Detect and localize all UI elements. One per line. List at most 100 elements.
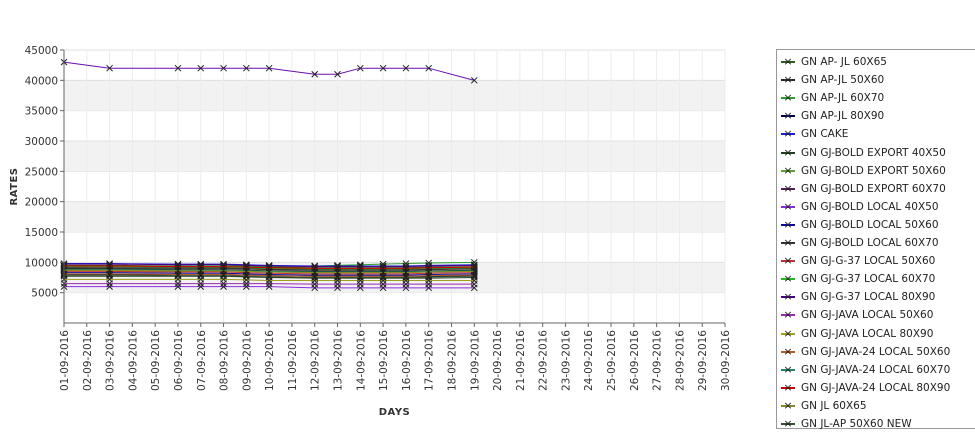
y-axis-label: RATES (9, 167, 20, 205)
legend-swatch-line (781, 187, 795, 190)
data-point (174, 283, 182, 290)
legend-label: GN GJ-G-37 LOCAL 80X90 (801, 291, 936, 304)
data-point (311, 274, 319, 281)
legend-swatch: × (781, 164, 795, 177)
x-tick-label: 02-09-2016 (82, 330, 94, 391)
x-marker-icon: × (783, 145, 793, 159)
x-marker-icon: × (783, 254, 793, 268)
legend-item: × GN GJ-JAVA-24 LOCAL 50X60 (781, 343, 950, 361)
legend-swatch-line (781, 314, 795, 317)
legend-item: × GN AP- JL 60X65 (781, 53, 887, 71)
x-tick-label: 21-09-2016 (515, 330, 527, 391)
x-marker-icon: × (783, 272, 793, 286)
legend-swatch: × (781, 272, 795, 286)
series-21 (60, 58, 478, 84)
legend-item: × GN GJ-G-37 LOCAL 60X70 (781, 270, 935, 288)
x-marker-icon: × (783, 217, 793, 231)
y-tick-label: 25000 (25, 166, 58, 178)
legend-swatch: × (781, 236, 795, 249)
x-marker-icon: × (783, 73, 793, 87)
legend-swatch-line (781, 332, 795, 335)
x-tick-label: 13-09-2016 (333, 330, 345, 391)
x-tick-label: 23-09-2016 (560, 330, 572, 391)
data-point (197, 283, 205, 290)
legend-label: GN GJ-BOLD EXPORT 40X50 (801, 146, 946, 159)
x-marker-icon: × (783, 362, 793, 376)
x-tick-label: 20-09-2016 (492, 330, 504, 391)
legend-label: GN JL 60X65 (801, 399, 867, 412)
series-line (64, 267, 475, 271)
legend-item: × GN GJ-JAVA-24 LOCAL 80X90 (781, 379, 950, 397)
legend-swatch-line (781, 386, 795, 389)
legend-label: GN GJ-JAVA-24 LOCAL 60X70 (801, 363, 951, 376)
legend-label: GN CAKE (801, 128, 849, 141)
data-point (311, 70, 319, 78)
legend-item: × GN GJ-BOLD EXPORT 50X60 (781, 162, 946, 180)
data-point (106, 266, 113, 274)
x-marker-icon: × (783, 236, 793, 249)
legend-swatch-line (781, 115, 795, 118)
data-point (174, 272, 182, 280)
legend-item: × GN GJ-BOLD EXPORT 40X50 (781, 144, 946, 162)
series-line (64, 286, 475, 289)
data-point (379, 64, 387, 72)
x-tick-label: 03-09-2016 (105, 330, 117, 391)
data-point (174, 64, 182, 72)
legend-label: GN GJ-JAVA LOCAL 80X90 (801, 327, 934, 340)
legend-item: × GN GJ-JAVA LOCAL 50X60 (781, 306, 933, 324)
data-point (356, 274, 364, 281)
x-tick-label: 10-09-2016 (264, 330, 276, 391)
x-tick-label: 26-09-2016 (629, 330, 641, 391)
grid-band (64, 141, 725, 172)
data-point (174, 267, 182, 275)
legend-label: GN GJ-JAVA-24 LOCAL 50X60 (801, 345, 951, 358)
series-line (64, 283, 475, 285)
legend-label: GN GJ-G-37 LOCAL 60X70 (801, 273, 936, 286)
x-tick-label: 08-09-2016 (219, 330, 231, 391)
data-point (265, 273, 273, 281)
legend-label: GN GJ-G-37 LOCAL 50X60 (801, 255, 936, 268)
legend-swatch: × (781, 254, 795, 268)
data-point (106, 271, 113, 279)
data-point (220, 283, 227, 290)
data-point (106, 64, 113, 72)
x-marker-icon: × (783, 308, 793, 322)
x-tick-label: 05-09-2016 (150, 330, 162, 391)
legend-item: × GN JL 60X65 (781, 397, 867, 415)
legend-swatch: × (781, 91, 795, 104)
legend-label: GN GJ-BOLD LOCAL 50X60 (801, 218, 939, 231)
x-marker-icon: × (783, 199, 793, 213)
legend-swatch: × (781, 109, 795, 122)
series-13 (60, 260, 478, 270)
legend-swatch-line (781, 79, 795, 82)
data-point (242, 283, 250, 290)
data-point (425, 268, 433, 276)
x-tick-label: 01-09-2016 (59, 330, 71, 391)
x-tick-label: 04-09-2016 (127, 330, 139, 391)
x-axis-label: DAYS (379, 407, 411, 418)
legend-swatch-line (781, 260, 795, 263)
x-tick-label: 19-09-2016 (469, 330, 481, 391)
legend-swatch-line (781, 242, 795, 244)
legend-swatch: × (781, 73, 795, 87)
legend-label: GN GJ-BOLD LOCAL 40X50 (801, 200, 939, 213)
data-point (311, 269, 319, 277)
x-tick-label: 28-09-2016 (674, 330, 686, 391)
legend-label: GN AP-JL 50X60 (801, 74, 885, 87)
series-line (64, 267, 475, 271)
series-line (64, 278, 475, 282)
data-point (265, 268, 273, 276)
y-tick-label: 40000 (25, 75, 58, 87)
legend-item: × GN GJ-BOLD LOCAL 50X60 (781, 216, 939, 234)
data-point (470, 268, 478, 275)
legend-label: GN GJ-BOLD EXPORT 50X60 (801, 164, 946, 177)
legend-swatch: × (781, 127, 795, 140)
series-19 (60, 266, 478, 277)
x-tick-label: 22-09-2016 (538, 330, 550, 391)
legend-swatch-line (781, 61, 795, 63)
legend-swatch-line (781, 368, 795, 371)
grid-bands (64, 49, 725, 323)
legend-item: × GN GJ-JAVA LOCAL 80X90 (781, 325, 933, 343)
series-line (64, 263, 475, 267)
x-marker-icon: × (783, 290, 793, 304)
